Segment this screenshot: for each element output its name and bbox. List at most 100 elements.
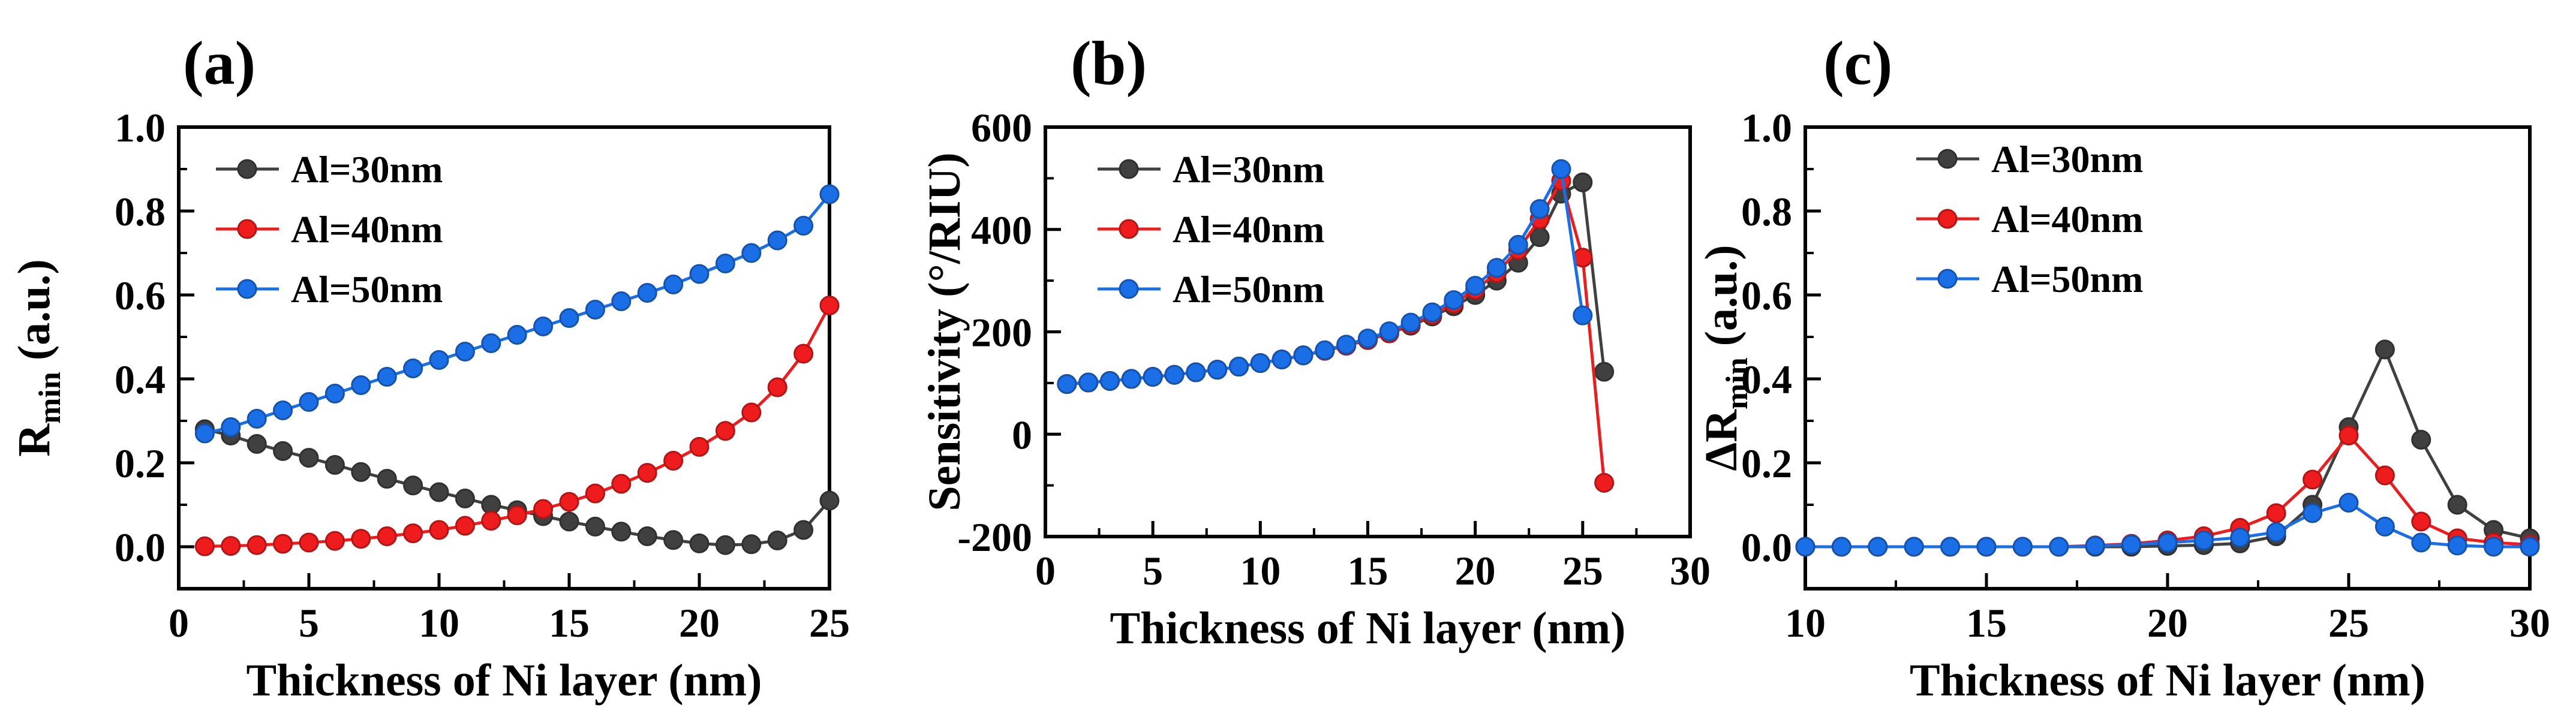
- chart-panel-3: (c) 10 15 20 25 30 0.0 0.2 0.4 0.6 0.8 1.0 Thickness…: [1696, 29, 2550, 706]
- data-point: [2193, 531, 2214, 550]
- data-point: [767, 230, 787, 251]
- x-tick-label: 10: [419, 600, 459, 646]
- data-point: [559, 511, 579, 532]
- y-tick-label: 1.0: [115, 105, 166, 150]
- data-point: [663, 451, 684, 471]
- series-al-40nm: [194, 296, 840, 556]
- legend-marker: [237, 279, 257, 299]
- data-point: [689, 264, 710, 284]
- y-axis-title: ΔRmin (a.u.): [1696, 245, 1754, 471]
- data-point: [1078, 372, 1099, 393]
- data-point: [741, 534, 762, 555]
- y-tick-label: 0.8: [115, 189, 166, 234]
- data-point: [2374, 339, 2395, 360]
- series-line: [1066, 177, 1606, 483]
- data-point: [247, 434, 267, 454]
- y-tick-label: 0.4: [1741, 357, 1792, 402]
- x-axis-title: Thickness of Ni layer (nm): [247, 655, 762, 706]
- data-point: [1315, 340, 1335, 360]
- data-point: [1358, 329, 1378, 349]
- data-point: [481, 511, 501, 531]
- data-point: [2012, 537, 2033, 557]
- legend-label: Al=40nm: [1173, 208, 1324, 251]
- data-point: [507, 505, 527, 525]
- y-axis-title: Rmin (a.u.): [9, 259, 67, 456]
- data-point: [273, 400, 293, 420]
- data-point: [2374, 516, 2395, 537]
- data-point: [1272, 350, 1292, 370]
- legend-entry: Al=30nm: [1916, 138, 2143, 180]
- data-point: [273, 441, 293, 461]
- series-al-50nm: [1057, 159, 1593, 394]
- x-tick-label: 15: [549, 600, 590, 646]
- data-point: [2411, 430, 2431, 450]
- data-point: [247, 409, 267, 429]
- y-tick-label: 0: [1012, 412, 1032, 457]
- data-point: [1795, 537, 1815, 557]
- data-point: [324, 384, 345, 403]
- data-point: [1573, 305, 1593, 326]
- data-point: [663, 275, 684, 294]
- data-point: [2085, 536, 2105, 556]
- data-point: [2230, 528, 2250, 548]
- panel-label: (b): [1071, 29, 1147, 98]
- data-point: [429, 520, 449, 540]
- data-point: [1336, 335, 1357, 355]
- y-tick-label: 600: [971, 105, 1032, 150]
- data-point: [741, 402, 762, 423]
- y-tick-label: 0.0: [1741, 525, 1792, 570]
- legend-label: Al=50nm: [1173, 268, 1324, 311]
- x-tick-label: 5: [1143, 548, 1163, 594]
- data-point: [1422, 302, 1442, 323]
- data-point: [1904, 537, 1924, 557]
- data-point: [2303, 469, 2323, 490]
- data-point: [1508, 234, 1528, 255]
- data-point: [2338, 493, 2359, 513]
- series-al-50nm: [194, 184, 840, 444]
- legend-marker: [1937, 209, 1958, 229]
- x-tick-label: 15: [1966, 600, 2007, 646]
- data-point: [741, 243, 762, 263]
- panel-label: (c): [1823, 29, 1892, 98]
- data-point: [715, 254, 735, 273]
- legend-label: Al=40nm: [1991, 198, 2143, 240]
- data-point: [221, 536, 241, 556]
- series-line: [1066, 180, 1606, 386]
- data-point: [1940, 537, 1961, 557]
- data-point: [793, 520, 814, 540]
- data-point: [1379, 321, 1399, 342]
- data-point: [689, 436, 710, 457]
- data-point: [429, 350, 449, 370]
- y-tick-label: 0.4: [115, 357, 166, 402]
- data-point: [689, 533, 710, 553]
- data-point: [1100, 370, 1120, 391]
- data-point: [715, 535, 735, 555]
- data-point: [194, 423, 215, 444]
- y-tick-label: 0.8: [1741, 189, 1792, 234]
- data-point: [1868, 537, 1888, 557]
- data-point: [767, 377, 787, 397]
- data-point: [1207, 360, 1228, 380]
- panel-label: (a): [183, 29, 256, 98]
- x-tick-label: 0: [169, 600, 189, 646]
- data-point: [585, 300, 605, 320]
- data-point: [377, 367, 397, 387]
- data-point: [1444, 290, 1464, 311]
- x-tick-label: 20: [1455, 548, 1496, 594]
- legend-label: Al=50nm: [1991, 258, 2143, 300]
- y-tick-label: 0.6: [115, 273, 166, 318]
- data-point: [767, 531, 787, 550]
- legend-marker: [1119, 219, 1139, 239]
- data-point: [559, 308, 579, 328]
- legend-entry: Al=50nm: [1916, 258, 2143, 300]
- data-point: [637, 283, 657, 303]
- legend-entry: Al=30nm: [216, 148, 443, 191]
- data-point: [403, 475, 423, 496]
- data-point: [1594, 472, 1615, 493]
- data-point: [2411, 532, 2431, 553]
- legend-entry: Al=50nm: [216, 268, 443, 311]
- data-point: [377, 526, 397, 546]
- legend-entry: Al=30nm: [1098, 148, 1324, 191]
- data-point: [351, 462, 371, 482]
